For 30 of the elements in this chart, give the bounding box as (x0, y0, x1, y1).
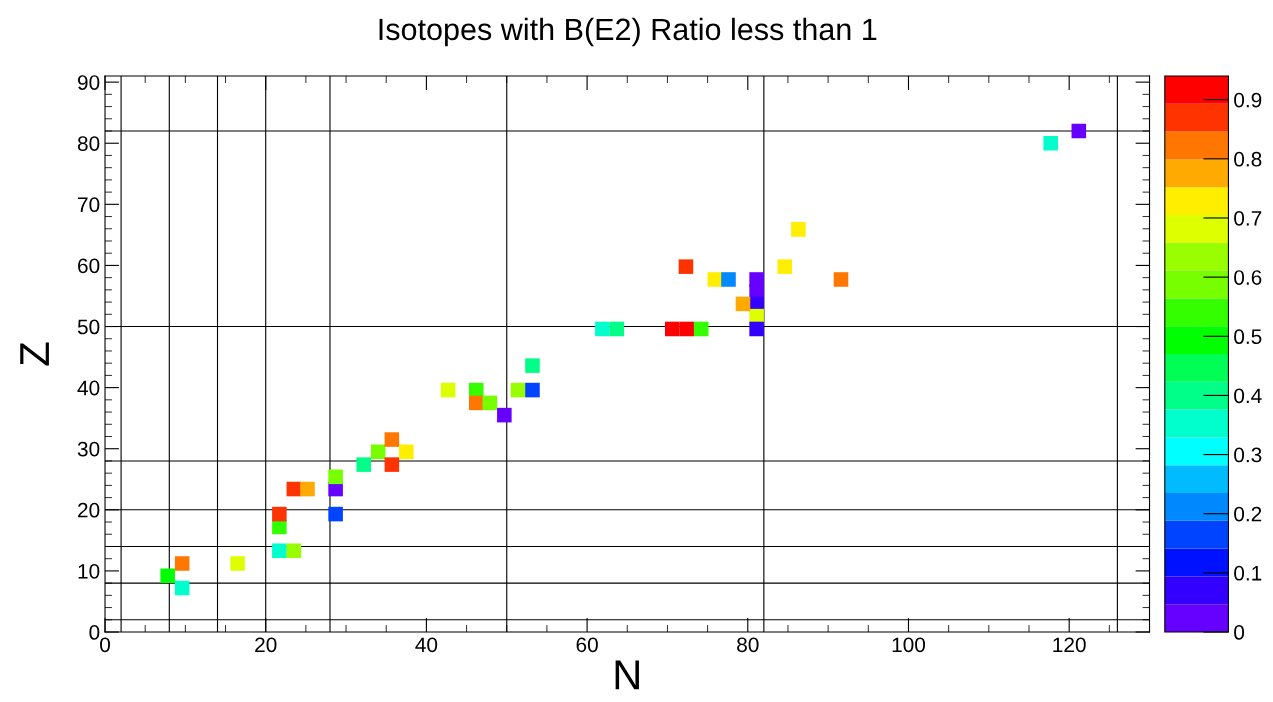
color-bar-label: 0.3 (1234, 447, 1262, 463)
y-tick-label: 80 (77, 136, 100, 151)
y-tick-label: 70 (78, 197, 100, 213)
color-bar-label: 0.1 (1234, 565, 1262, 581)
y-tick-label: 10 (78, 563, 100, 579)
x-tick-label: 0 (100, 637, 110, 653)
x-tick-label: 120 (1053, 637, 1086, 653)
y-tick-label: 50 (77, 319, 100, 335)
y-tick-label: 90 (77, 75, 100, 90)
y-tick-label: 60 (78, 258, 100, 274)
color-bar-label: 0.5 (1234, 329, 1262, 345)
y-tick-label: 0 (89, 625, 100, 640)
y-tick-label: 20 (78, 502, 100, 518)
x-tick-label: 100 (892, 637, 926, 653)
x-tick-label: 40 (415, 637, 438, 653)
color-bar-label: 0 (1234, 625, 1245, 640)
color-bar-label: 0.4 (1234, 388, 1262, 404)
color-bar-label: 0.2 (1234, 506, 1262, 522)
color-bar-label: 0.8 (1234, 151, 1262, 167)
x-tick-label: 60 (576, 637, 598, 653)
y-axis-title: Z (20, 342, 49, 366)
chart-title: Isotopes with B(E2) Ratio less than 1 (379, 17, 877, 47)
x-axis-title: N (615, 660, 639, 690)
color-bar-label: 0.7 (1234, 210, 1262, 226)
y-tick-label: 30 (77, 441, 100, 457)
x-tick-label: 20 (255, 637, 277, 653)
color-bar-label: 0.9 (1234, 92, 1262, 108)
x-tick-label: 80 (737, 637, 759, 653)
y-tick-label: 40 (77, 380, 100, 396)
color-bar-label: 0.6 (1234, 270, 1262, 285)
